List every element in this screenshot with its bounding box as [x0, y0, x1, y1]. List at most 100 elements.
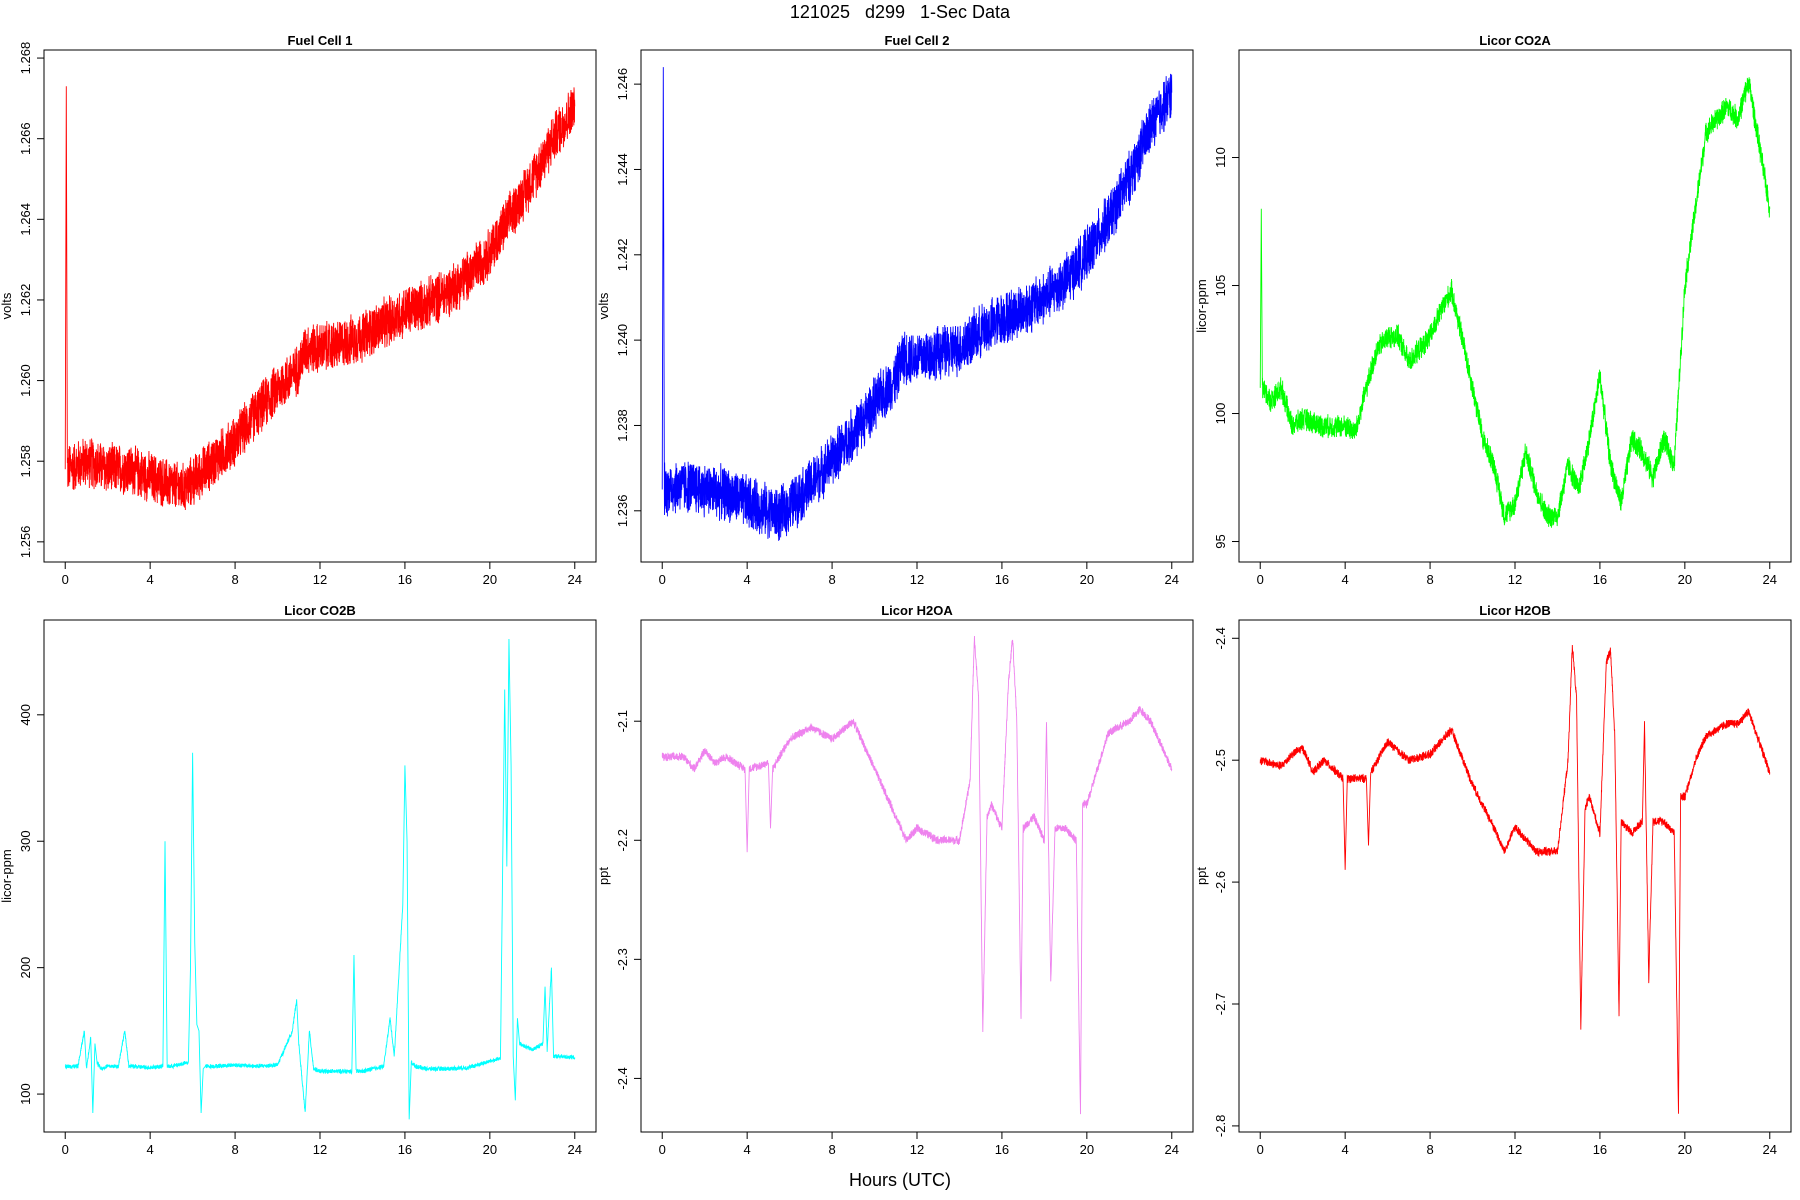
- y-tick-label: -2.8: [1213, 1115, 1228, 1137]
- y-tick-label: 1.258: [18, 445, 33, 478]
- y-tick-label: 1.260: [18, 364, 33, 397]
- panel-title: Licor H2OB: [1479, 603, 1551, 618]
- y-tick-label: -2.4: [615, 1067, 630, 1089]
- x-tick-label: 16: [995, 1142, 1009, 1157]
- series-line: [661, 67, 1173, 541]
- y-tick-label: 1.268: [18, 42, 33, 75]
- x-tick-label: 0: [62, 572, 69, 587]
- x-tick-label: 16: [1593, 572, 1607, 587]
- x-tick-label: 20: [1678, 1142, 1692, 1157]
- y-tick-label: 1.266: [18, 122, 33, 155]
- x-tick-label: 4: [1342, 1142, 1349, 1157]
- x-tick-label: 24: [1763, 1142, 1777, 1157]
- y-tick-label: 200: [18, 957, 33, 979]
- x-tick-label: 24: [1165, 1142, 1179, 1157]
- x-tick-label: 4: [147, 1142, 154, 1157]
- x-tick-label: 24: [568, 572, 582, 587]
- y-tick-label: 1.246: [615, 68, 630, 101]
- x-tick-label: 12: [910, 572, 924, 587]
- x-tick-label: 20: [483, 572, 497, 587]
- y-tick-label: 1.236: [615, 495, 630, 528]
- x-tick-label: 0: [659, 572, 666, 587]
- panel-5: Licor H2OA 0 4 8 12 16 20 24 -2.4 -2.3 -2.2 -2.1 ppt: [596, 603, 1194, 1157]
- x-tick-label: 4: [1342, 572, 1349, 587]
- plot-frame: [640, 619, 1194, 1133]
- x-tick-label: 8: [1426, 572, 1433, 587]
- panel-6: Licor H2OB 0 4 8 12 16 20 24 -2.8 -2.7 -2.6 -2.5 -2.…: [1194, 603, 1792, 1157]
- x-tick-label: 0: [659, 1142, 666, 1157]
- y-tick-label: 1.244: [615, 153, 630, 186]
- y-axis-label: ppt: [1194, 867, 1209, 885]
- y-tick-label: 100: [18, 1083, 33, 1105]
- x-tick-label: 12: [313, 1142, 327, 1157]
- y-tick-label: -2.4: [1213, 627, 1228, 649]
- y-tick-label: 110: [1213, 147, 1228, 168]
- x-tick-label: 24: [1763, 572, 1777, 587]
- y-tick-label: 1.242: [615, 239, 630, 272]
- x-tick-label: 20: [1080, 1142, 1094, 1157]
- x-tick-label: 8: [1426, 1142, 1433, 1157]
- x-tick-label: 16: [995, 572, 1009, 587]
- plot-frame: [1238, 619, 1792, 1133]
- x-tick-label: 4: [744, 572, 751, 587]
- x-tick-label: 0: [1257, 1142, 1264, 1157]
- figure-title: 121025 d299 1-Sec Data: [789, 2, 1011, 22]
- x-tick-label: 12: [1508, 1142, 1522, 1157]
- y-axis-label: licor-ppm: [1194, 279, 1209, 332]
- x-tick-label: 20: [1678, 572, 1692, 587]
- x-tick-label: 16: [1593, 1142, 1607, 1157]
- y-tick-label: -2.5: [1213, 749, 1228, 771]
- y-tick-label: 400: [18, 704, 33, 726]
- y-tick-label: -2.1: [615, 710, 630, 732]
- panel-4: Licor CO2B 0 4 8 12 16 20 24 100 200 300 400 licor-p…: [0, 603, 597, 1157]
- y-tick-label: 100: [1213, 403, 1228, 425]
- x-tick-label: 0: [62, 1142, 69, 1157]
- y-axis-label: volts: [0, 292, 14, 319]
- y-tick-label: 105: [1213, 275, 1228, 297]
- x-tick-label: 8: [828, 572, 835, 587]
- x-tick-label: 8: [231, 1142, 238, 1157]
- y-tick-label: 1.240: [615, 324, 630, 357]
- series-line: [661, 636, 1173, 1115]
- panel-title: Licor CO2B: [284, 603, 356, 618]
- x-tick-label: 24: [1165, 572, 1179, 587]
- y-tick-label: 1.238: [615, 409, 630, 442]
- series-line: [64, 638, 576, 1120]
- panel-1: Fuel Cell 1 0 4 8 12 16 20 24 1.256 1.258 1.260 1.2…: [0, 33, 597, 587]
- x-tick-label: 12: [313, 572, 327, 587]
- y-tick-label: -2.3: [615, 948, 630, 970]
- x-tick-label: 8: [828, 1142, 835, 1157]
- panel-3: Licor CO2A 0 4 8 12 16 20 24 95 100 105 110 licor-pp…: [1194, 33, 1792, 587]
- y-tick-label: 1.262: [18, 284, 33, 317]
- panel-title: Licor H2OA: [881, 603, 953, 618]
- x-tick-label: 8: [231, 572, 238, 587]
- x-tick-label: 4: [744, 1142, 751, 1157]
- series-line: [1259, 645, 1771, 1114]
- x-tick-label: 16: [398, 1142, 412, 1157]
- x-tick-label: 16: [398, 572, 412, 587]
- series-line: [64, 86, 576, 511]
- x-tick-label: 12: [910, 1142, 924, 1157]
- x-tick-label: 24: [568, 1142, 582, 1157]
- y-axis-label: volts: [596, 292, 611, 319]
- panel-2: Fuel Cell 2 0 4 8 12 16 20 24 1.236 1.238 1.240 1.2…: [596, 33, 1194, 587]
- x-tick-label: 20: [1080, 572, 1094, 587]
- y-axis-label: ppt: [596, 867, 611, 885]
- x-tick-label: 0: [1257, 572, 1264, 587]
- y-tick-label: 1.256: [18, 526, 33, 559]
- panel-title: Licor CO2A: [1479, 33, 1551, 48]
- y-tick-label: -2.6: [1213, 871, 1228, 893]
- x-tick-label: 20: [483, 1142, 497, 1157]
- series-line: [1259, 77, 1771, 528]
- figure-xlabel: Hours (UTC): [849, 1170, 951, 1190]
- y-tick-label: -2.7: [1213, 993, 1228, 1015]
- x-tick-label: 12: [1508, 572, 1522, 587]
- y-tick-label: 1.264: [18, 203, 33, 236]
- panel-title: Fuel Cell 1: [287, 33, 352, 48]
- y-axis-label: licor-ppm: [0, 849, 14, 902]
- y-tick-label: -2.2: [615, 829, 630, 851]
- x-tick-label: 4: [147, 572, 154, 587]
- panel-title: Fuel Cell 2: [884, 33, 949, 48]
